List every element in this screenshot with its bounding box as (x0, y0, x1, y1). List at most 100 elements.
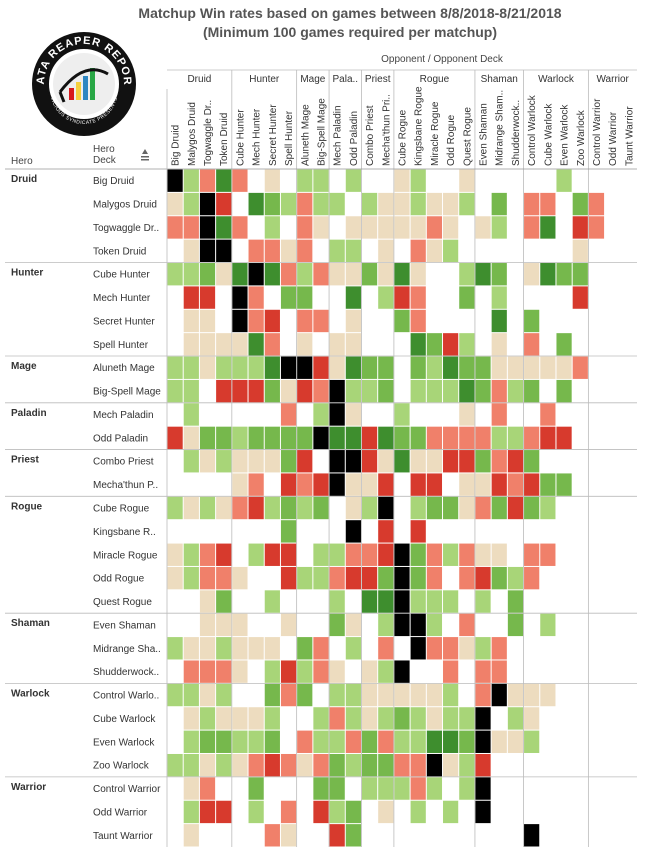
heatmap-cell[interactable] (280, 379, 297, 403)
heatmap-cell[interactable] (588, 192, 605, 216)
heatmap-cell[interactable] (491, 496, 507, 520)
heatmap-cell[interactable] (345, 566, 361, 590)
heatmap-cell[interactable] (264, 333, 280, 356)
heatmap-cell[interactable] (394, 169, 410, 192)
heatmap-cell[interactable] (248, 777, 264, 800)
heatmap-cell[interactable] (345, 169, 361, 192)
heatmap-cell[interactable] (216, 192, 232, 216)
heatmap-cell[interactable] (443, 800, 459, 824)
heatmap-cell[interactable] (556, 333, 572, 356)
heatmap-cell[interactable] (491, 286, 507, 309)
heatmap-cell[interactable] (345, 379, 361, 403)
heatmap-cell[interactable] (297, 566, 313, 590)
heatmap-cell[interactable] (345, 426, 361, 450)
heatmap-cell[interactable] (378, 800, 394, 824)
heatmap-cell[interactable] (394, 660, 410, 683)
heatmap-cell[interactable] (280, 543, 297, 566)
heatmap-cell[interactable] (361, 450, 378, 473)
heatmap-cell[interactable] (459, 192, 475, 216)
heatmap-cell[interactable] (475, 566, 491, 590)
heatmap-cell[interactable] (491, 637, 507, 660)
heatmap-cell[interactable] (248, 473, 264, 496)
heatmap-cell[interactable] (426, 496, 443, 520)
heatmap-cell[interactable] (426, 356, 443, 379)
heatmap-cell[interactable] (345, 496, 361, 520)
heatmap-cell[interactable] (507, 450, 524, 473)
heatmap-cell[interactable] (280, 356, 297, 379)
heatmap-cell[interactable] (264, 660, 280, 683)
heatmap-cell[interactable] (313, 379, 329, 403)
heatmap-cell[interactable] (410, 753, 426, 777)
heatmap-cell[interactable] (378, 379, 394, 403)
heatmap-cell[interactable] (345, 450, 361, 473)
heatmap-cell[interactable] (297, 333, 313, 356)
heatmap-cell[interactable] (507, 426, 524, 450)
heatmap-cell[interactable] (410, 239, 426, 263)
heatmap-cell[interactable] (199, 753, 216, 777)
heatmap-cell[interactable] (280, 660, 297, 683)
heatmap-cell[interactable] (297, 753, 313, 777)
heatmap-cell[interactable] (329, 543, 345, 566)
heatmap-cell[interactable] (361, 543, 378, 566)
heatmap-cell[interactable] (394, 309, 410, 333)
heatmap-cell[interactable] (361, 590, 378, 613)
heatmap-cell[interactable] (410, 426, 426, 450)
heatmap-cell[interactable] (475, 777, 491, 800)
heatmap-cell[interactable] (329, 263, 345, 286)
heatmap-cell[interactable] (459, 707, 475, 730)
heatmap-cell[interactable] (280, 403, 297, 426)
heatmap-cell[interactable] (280, 566, 297, 590)
heatmap-cell[interactable] (361, 730, 378, 753)
heatmap-cell[interactable] (378, 637, 394, 660)
heatmap-cell[interactable] (556, 426, 572, 450)
heatmap-cell[interactable] (361, 473, 378, 496)
heatmap-cell[interactable] (459, 753, 475, 777)
heatmap-cell[interactable] (572, 263, 588, 286)
heatmap-cell[interactable] (507, 730, 524, 753)
heatmap-cell[interactable] (394, 263, 410, 286)
heatmap-cell[interactable] (216, 216, 232, 239)
heatmap-cell[interactable] (572, 216, 588, 239)
heatmap-cell[interactable] (475, 216, 491, 239)
heatmap-cell[interactable] (378, 660, 394, 683)
heatmap-cell[interactable] (232, 426, 248, 450)
heatmap-cell[interactable] (426, 333, 443, 356)
heatmap-cell[interactable] (459, 426, 475, 450)
heatmap-cell[interactable] (345, 473, 361, 496)
heatmap-cell[interactable] (216, 379, 232, 403)
heatmap-cell[interactable] (588, 216, 605, 239)
heatmap-cell[interactable] (216, 169, 232, 192)
heatmap-cell[interactable] (491, 216, 507, 239)
heatmap-cell[interactable] (394, 707, 410, 730)
heatmap-cell[interactable] (524, 683, 540, 707)
heatmap-cell[interactable] (475, 543, 491, 566)
heatmap-cell[interactable] (443, 426, 459, 450)
heatmap-cell[interactable] (199, 216, 216, 239)
heatmap-cell[interactable] (167, 379, 183, 403)
heatmap-cell[interactable] (264, 263, 280, 286)
heatmap-cell[interactable] (183, 660, 199, 683)
heatmap-cell[interactable] (361, 660, 378, 683)
heatmap-cell[interactable] (361, 263, 378, 286)
heatmap-cell[interactable] (345, 239, 361, 263)
heatmap-cell[interactable] (183, 379, 199, 403)
heatmap-cell[interactable] (378, 216, 394, 239)
heatmap-cell[interactable] (345, 683, 361, 707)
heatmap-cell[interactable] (540, 543, 556, 566)
heatmap-cell[interactable] (313, 192, 329, 216)
heatmap-cell[interactable] (216, 450, 232, 473)
heatmap-cell[interactable] (232, 613, 248, 637)
heatmap-cell[interactable] (426, 192, 443, 216)
heatmap-cell[interactable] (426, 777, 443, 800)
heatmap-cell[interactable] (345, 216, 361, 239)
heatmap-cell[interactable] (264, 753, 280, 777)
heatmap-cell[interactable] (491, 660, 507, 683)
heatmap-cell[interactable] (329, 683, 345, 707)
heatmap-cell[interactable] (394, 286, 410, 309)
heatmap-cell[interactable] (297, 637, 313, 660)
heatmap-cell[interactable] (572, 356, 588, 379)
heatmap-cell[interactable] (232, 753, 248, 777)
heatmap-cell[interactable] (232, 216, 248, 239)
heatmap-cell[interactable] (524, 426, 540, 450)
heatmap-cell[interactable] (459, 637, 475, 660)
